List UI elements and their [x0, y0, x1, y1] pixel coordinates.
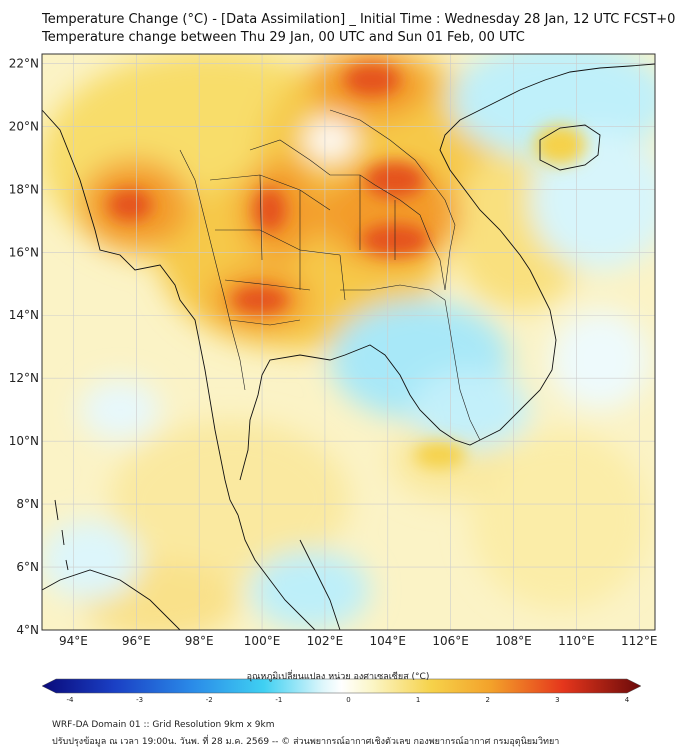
map-title: Temperature Change (°C) - [Data Assimila…	[42, 12, 676, 27]
colorbar-tick: 1	[416, 696, 420, 704]
lon-tick-label: 98°E	[185, 634, 214, 648]
lat-tick-label: 14°N	[9, 308, 39, 322]
provinces-grid	[209, 174, 396, 326]
coastlines	[42, 63, 655, 630]
lon-tick-label: 94°E	[59, 634, 88, 648]
border-thailand-cambodia	[340, 284, 446, 301]
lat-tick-label: 18°N	[9, 182, 39, 196]
footer-update-info: ปรับปรุงข้อมูล ณ เวลา 19:00น. วันพ. ที่ …	[52, 737, 560, 747]
vietnam-coast	[439, 89, 557, 441]
lon-tick-label: 112°E	[621, 634, 658, 648]
lon-tick-label: 100°E	[244, 634, 281, 648]
lon-tick-label: 104°E	[370, 634, 407, 648]
lat-tick-label: 20°N	[9, 119, 39, 133]
lat-tick-label: 12°N	[9, 371, 39, 385]
colorbar	[41, 678, 642, 694]
lat-tick-label: 6°N	[16, 560, 39, 574]
colorbar-tick: 3	[555, 696, 559, 704]
thai-peninsula-coast	[237, 514, 316, 630]
sumatra-coast	[42, 569, 181, 630]
colorbar-tick: -1	[275, 696, 282, 704]
map-subtitle: Temperature change between Thu 29 Jan, 0…	[42, 30, 525, 45]
colorbar-label: อุณหภูมิเปลี่ยนแปลง หน่วย องศาเซลเซียส (…	[246, 672, 430, 682]
myanmar-coast	[42, 109, 239, 516]
colorbar-tick-labels: -4 -3 -2 -1 0 1 2 3 4	[67, 696, 630, 704]
longitude-tick-labels: 94°E 96°E 98°E 100°E 102°E 104°E 106°E 108°E 110…	[59, 634, 658, 648]
colorbar-tick: -2	[206, 696, 213, 704]
lon-tick-label: 108°E	[495, 634, 532, 648]
border-cambodia-vietnam	[444, 299, 481, 441]
lon-tick-label: 110°E	[558, 634, 595, 648]
colorbar-tick: -4	[67, 696, 75, 704]
colorbar-tick: 2	[486, 696, 490, 704]
lon-tick-label: 106°E	[432, 634, 469, 648]
map-frame	[41, 53, 656, 631]
border-laos-vietnam	[329, 109, 456, 291]
lat-tick-label: 4°N	[16, 623, 39, 637]
andaman-islands	[54, 499, 69, 571]
colorbar-tick: 4	[625, 696, 630, 704]
lat-tick-label: 10°N	[9, 434, 39, 448]
latitude-tick-labels: 22°N 20°N 18°N 16°N 14°N 12°N 10°N 8°N 6°N 4°N	[9, 56, 39, 637]
temperature-field	[42, 54, 655, 630]
china-coast	[519, 63, 655, 91]
colorbar-tick: 0	[346, 696, 350, 704]
border-myanmar-thailand	[179, 149, 246, 391]
border-thailand-laos	[249, 139, 446, 291]
footer-model-info: WRF-DA Domain 01 :: Grid Resolution 9km …	[52, 720, 275, 730]
hainan-island	[539, 124, 601, 171]
lat-tick-label: 8°N	[16, 497, 39, 511]
lon-tick-label: 96°E	[122, 634, 151, 648]
colorbar-tick: -3	[136, 696, 143, 704]
admin-borders	[179, 109, 481, 441]
lat-tick-label: 16°N	[9, 245, 39, 259]
lat-tick-label: 22°N	[9, 56, 39, 70]
map-gridlines	[42, 54, 655, 630]
malaysia-coast	[299, 539, 341, 630]
gulf-of-thailand-coast	[239, 344, 481, 481]
lon-tick-label: 102°E	[307, 634, 344, 648]
